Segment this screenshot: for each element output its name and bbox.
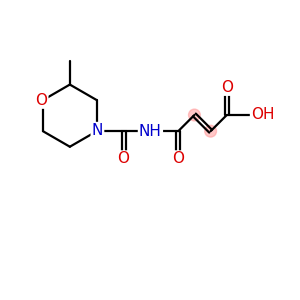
Circle shape (188, 109, 200, 121)
Text: N: N (92, 123, 103, 138)
Text: O: O (172, 152, 184, 166)
Circle shape (205, 125, 217, 137)
Text: OH: OH (251, 107, 274, 122)
Text: O: O (221, 80, 233, 95)
Text: O: O (35, 93, 47, 108)
Text: NH: NH (139, 124, 162, 139)
Text: O: O (118, 152, 130, 166)
